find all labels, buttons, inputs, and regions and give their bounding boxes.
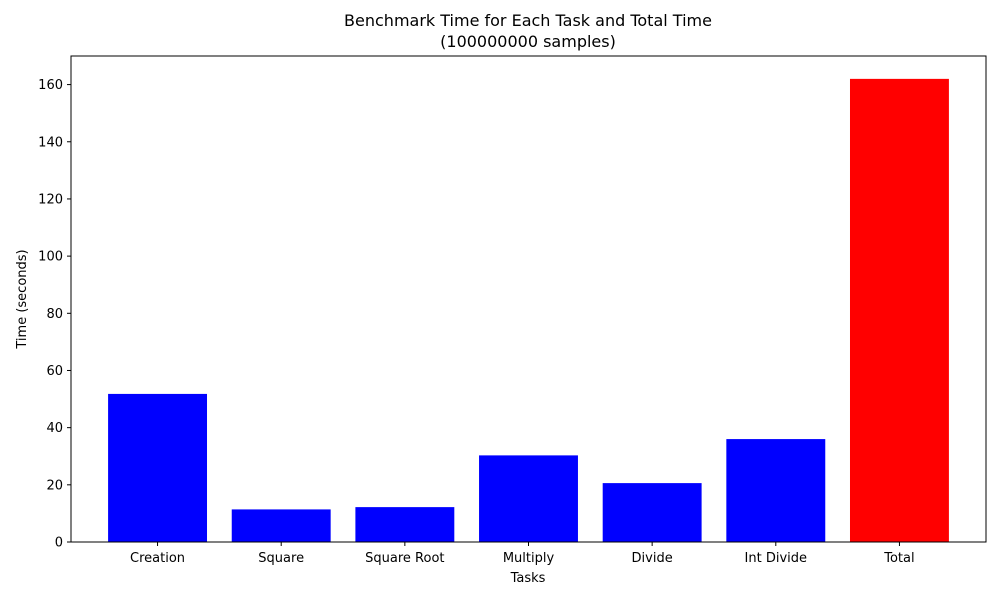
y-axis-label: Time (seconds) <box>15 249 30 349</box>
bar-square <box>231 509 331 542</box>
chart-title: Benchmark Time for Each Task and Total T… <box>344 11 712 30</box>
bars-layer <box>108 78 949 543</box>
x-tick-label: Creation <box>130 551 185 566</box>
chart-subtitle: (100000000 samples) <box>440 32 616 51</box>
bar-total <box>849 78 949 543</box>
bar-creation <box>108 393 208 542</box>
y-tick-label: 0 <box>55 536 63 551</box>
x-tick-label: Square Root <box>365 551 444 566</box>
bar-multiply <box>479 455 578 542</box>
x-tick-label: Int Divide <box>745 551 807 566</box>
x-tick-label: Square <box>258 551 304 566</box>
y-tick-label: 160 <box>38 78 63 93</box>
y-tick-label: 60 <box>46 364 63 379</box>
x-tick-label: Total <box>883 551 914 566</box>
x-axis-label: Tasks <box>510 571 546 586</box>
x-tick-label: Divide <box>632 551 673 566</box>
y-tick-label: 140 <box>38 135 63 150</box>
y-tick-label: 80 <box>46 307 63 322</box>
y-tick-label: 20 <box>46 478 63 493</box>
bar-int-divide <box>726 439 826 542</box>
y-tick-label: 40 <box>46 421 63 436</box>
bar-square-root <box>355 507 455 542</box>
plot-frame <box>70 55 987 543</box>
axes-layer: Creation Square Square Root Multiply Divide I… <box>38 55 987 566</box>
bar-divide <box>602 483 702 542</box>
y-tick-label: 100 <box>38 250 63 265</box>
x-tick-label: Multiply <box>503 551 555 566</box>
y-tick-label: 120 <box>38 192 63 207</box>
